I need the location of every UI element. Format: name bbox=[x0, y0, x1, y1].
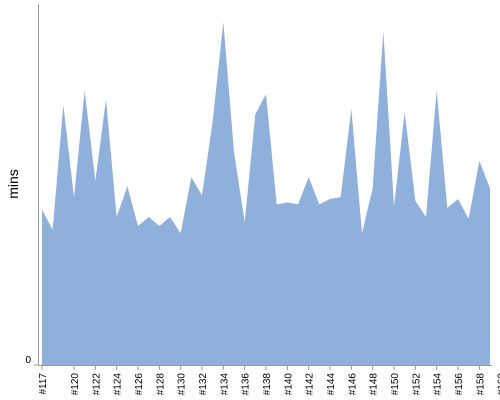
y-axis-ticks: 0 bbox=[25, 355, 39, 366]
x-tick-label: #152 bbox=[411, 373, 422, 396]
x-tick-label: #122 bbox=[91, 373, 102, 396]
x-tick-label: #138 bbox=[262, 373, 273, 396]
x-tick-label: #144 bbox=[326, 373, 337, 396]
x-tick-label: #140 bbox=[283, 373, 294, 396]
x-tick-label: #150 bbox=[390, 373, 401, 396]
x-tick-label: #160 bbox=[497, 373, 500, 396]
plot-area bbox=[42, 22, 490, 366]
x-tick-label: #134 bbox=[219, 373, 230, 396]
x-tick-label: #158 bbox=[475, 373, 486, 396]
x-tick-label: #148 bbox=[369, 373, 380, 396]
x-tick-label: #126 bbox=[134, 373, 145, 396]
x-tick-label: #154 bbox=[433, 373, 444, 396]
x-tick-label: #156 bbox=[454, 373, 465, 396]
x-tick-label: #117 bbox=[38, 373, 49, 395]
x-tick-label: #124 bbox=[113, 373, 124, 396]
x-tick-label: #132 bbox=[198, 373, 209, 396]
series-area bbox=[42, 22, 490, 366]
y-tick-label: 0 bbox=[25, 355, 31, 366]
x-tick-label: #130 bbox=[177, 373, 188, 396]
x-tick-label: #128 bbox=[155, 373, 166, 396]
x-tick-label: #146 bbox=[347, 373, 358, 396]
x-tick-label: #142 bbox=[305, 373, 316, 396]
x-tick-label: #120 bbox=[70, 373, 81, 396]
x-axis-ticks: #117 #120 #122 #124 #126 #128 #130 #132 #134 #136… bbox=[38, 365, 500, 395]
x-tick-label: #136 bbox=[241, 373, 252, 396]
y-axis-title: mins bbox=[5, 169, 21, 199]
